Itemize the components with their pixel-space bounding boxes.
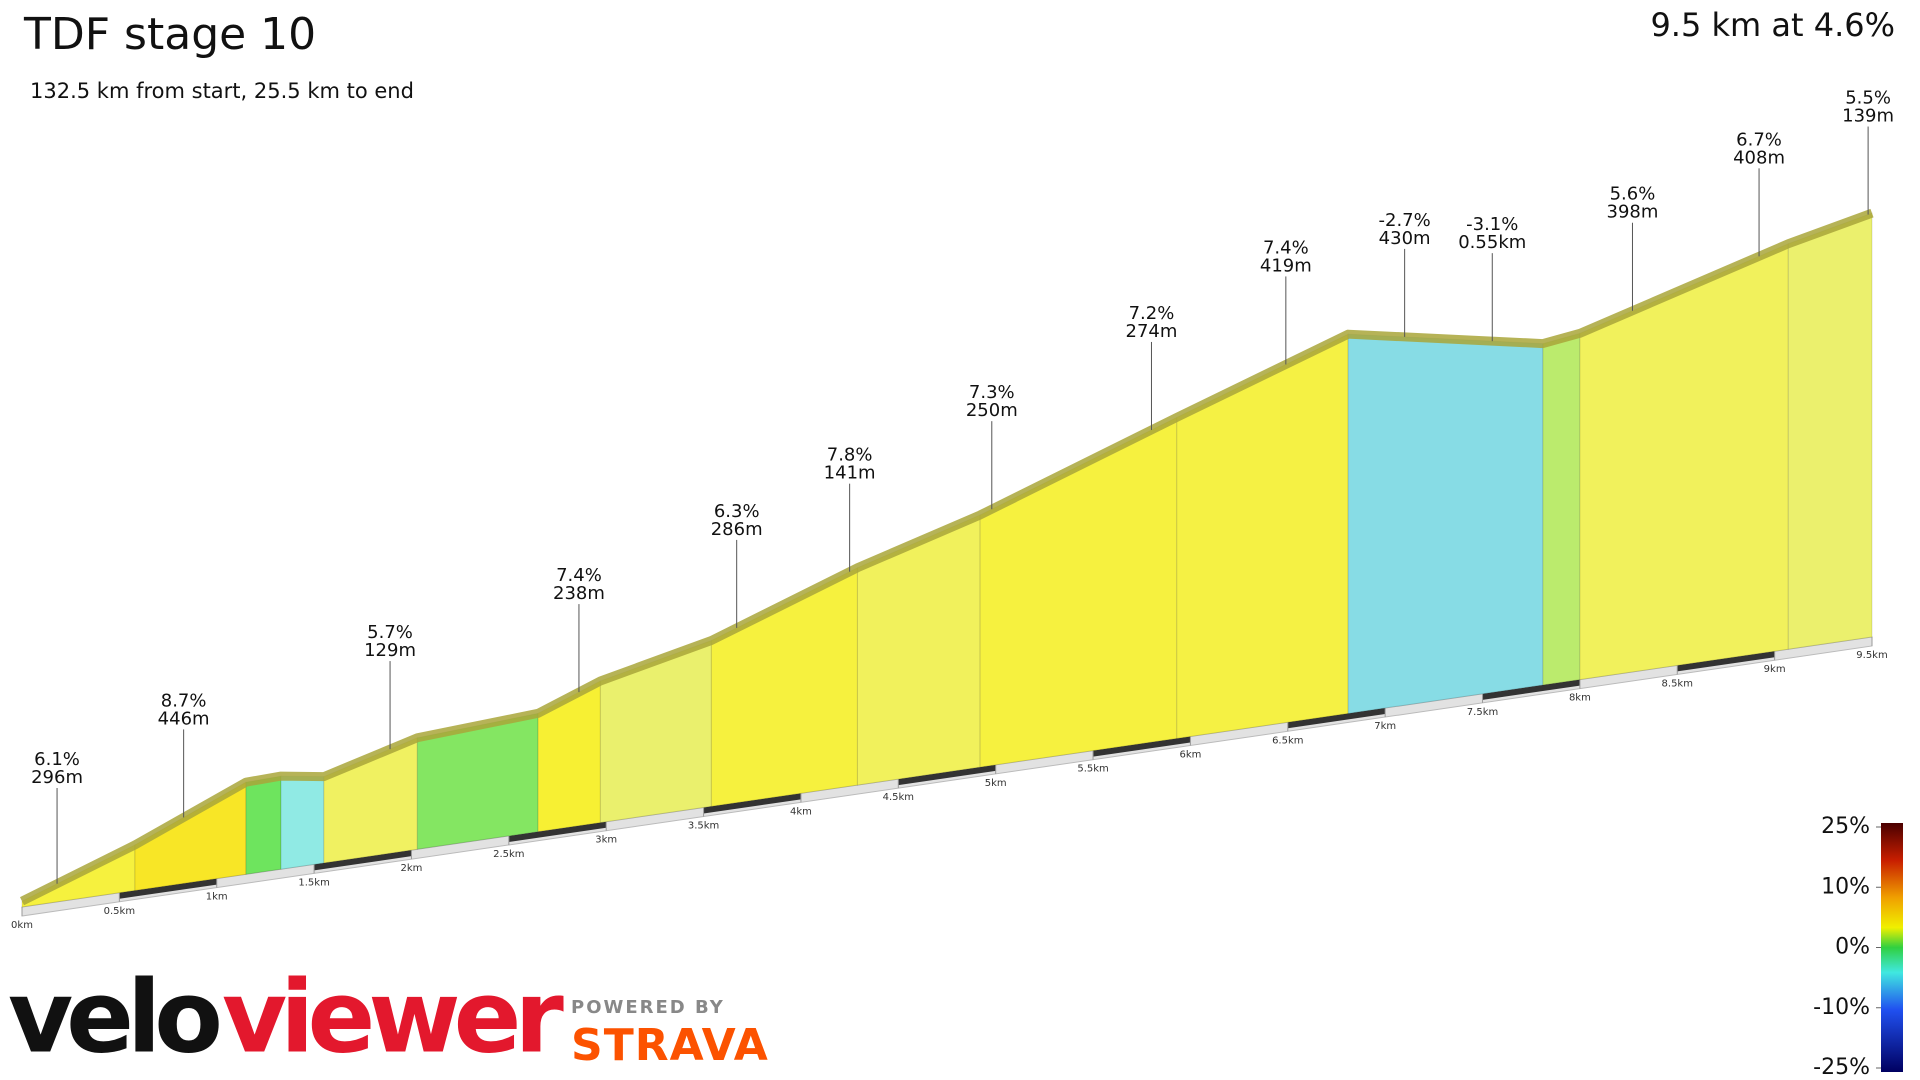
colorbar-label: -25% — [1813, 1055, 1870, 1080]
chart-title: TDF stage 10 — [23, 9, 316, 60]
length-label: 250m — [966, 400, 1018, 421]
length-label: 286m — [711, 519, 763, 540]
chart-subtitle: 132.5 km from start, 25.5 km to end — [30, 79, 414, 103]
x-tick-label: 9km — [1764, 664, 1786, 675]
x-tick-label: 3km — [595, 835, 617, 846]
axis-band — [1482, 679, 1580, 700]
x-tick-label: 0km — [11, 920, 33, 931]
grade-label: 5.6% — [1610, 184, 1656, 205]
x-tick-label: 6.5km — [1272, 735, 1303, 746]
powered-by: POWERED BY — [571, 997, 725, 1018]
profile-segment — [1347, 333, 1544, 715]
colorbar-label: 0% — [1835, 935, 1870, 960]
length-label: 238m — [553, 583, 605, 604]
profile-segment — [245, 775, 282, 875]
x-tick-label: 4km — [790, 806, 812, 817]
grade-label: 7.4% — [1263, 237, 1309, 258]
x-tick-label: 5km — [985, 778, 1007, 789]
x-tick-label: 3.5km — [688, 821, 719, 832]
logo-viewer: viewer — [222, 958, 564, 1075]
length-label: 408m — [1733, 147, 1785, 168]
grade-label: 5.5% — [1845, 88, 1891, 109]
grade-label: 6.3% — [714, 501, 760, 522]
grade-label: 7.2% — [1129, 303, 1175, 324]
x-tick-label: 8km — [1569, 693, 1591, 704]
axis-band — [314, 850, 412, 871]
x-tick-label: 7.5km — [1467, 707, 1498, 718]
length-label: 141m — [824, 463, 876, 484]
length-label: 430m — [1379, 228, 1431, 249]
length-label: 419m — [1260, 255, 1312, 276]
profile-segment — [280, 775, 325, 870]
x-tick-label: 5.5km — [1077, 764, 1108, 775]
logo-velo: velo — [8, 958, 219, 1075]
x-tick-label: 8.5km — [1662, 678, 1693, 689]
length-label: 398m — [1607, 202, 1659, 223]
colorbar-label: 25% — [1821, 814, 1870, 839]
grade-label: 6.1% — [34, 749, 80, 770]
profile-ridge — [19, 208, 1874, 906]
grade-label: -3.1% — [1466, 214, 1518, 235]
length-label: 446m — [158, 708, 210, 729]
profile-segment — [1176, 333, 1349, 740]
colorbar — [1881, 823, 1903, 1072]
x-tick-label: 9.5km — [1856, 650, 1887, 661]
axis-band — [1093, 736, 1191, 757]
colorbar-label: 10% — [1821, 874, 1870, 899]
grade-label: 7.4% — [556, 565, 602, 586]
axis-band — [898, 764, 996, 786]
profile-segment — [1542, 332, 1581, 686]
x-tick-label: 7km — [1374, 721, 1396, 732]
axis-band — [1287, 708, 1386, 729]
strava-logo: STRAVA — [571, 1020, 769, 1071]
grade-label: 5.7% — [367, 622, 413, 643]
length-label: 296m — [31, 767, 83, 788]
grade-label: 7.8% — [827, 445, 873, 466]
length-label: 139m — [1842, 106, 1894, 127]
grade-label: 8.7% — [161, 690, 207, 711]
x-tick-label: 6km — [1179, 749, 1201, 760]
climb-summary: 9.5 km at 4.6% — [1650, 6, 1895, 44]
axis-band — [1677, 651, 1775, 672]
axis-band — [508, 821, 607, 842]
x-tick-label: 1.5km — [298, 877, 329, 888]
x-tick-label: 0.5km — [104, 906, 135, 917]
profile-segment — [1787, 212, 1873, 650]
x-tick-label: 2km — [401, 863, 423, 874]
profile-segment — [1579, 243, 1789, 681]
profile: 0km 0.5km 1km 1.5km 2km 2.5km 3km 3.5km 4km 4.5km… — [11, 88, 1894, 931]
axis-band — [119, 878, 217, 899]
grade-label: -2.7% — [1379, 210, 1431, 231]
colorbar-label: -10% — [1813, 995, 1870, 1020]
length-label: 129m — [364, 640, 416, 661]
x-tick-label: 4.5km — [883, 792, 914, 803]
grade-label: 7.3% — [969, 382, 1015, 403]
logo: velo viewer POWERED BY STRAVA — [8, 958, 769, 1075]
x-tick-label: 1km — [206, 892, 228, 903]
x-tick-label: 2.5km — [493, 849, 524, 860]
length-label: 274m — [1126, 321, 1178, 342]
profile-segment — [599, 639, 712, 824]
grade-label: 6.7% — [1736, 129, 1782, 150]
axis-band — [703, 793, 801, 814]
length-label: 0.55km — [1458, 232, 1526, 253]
